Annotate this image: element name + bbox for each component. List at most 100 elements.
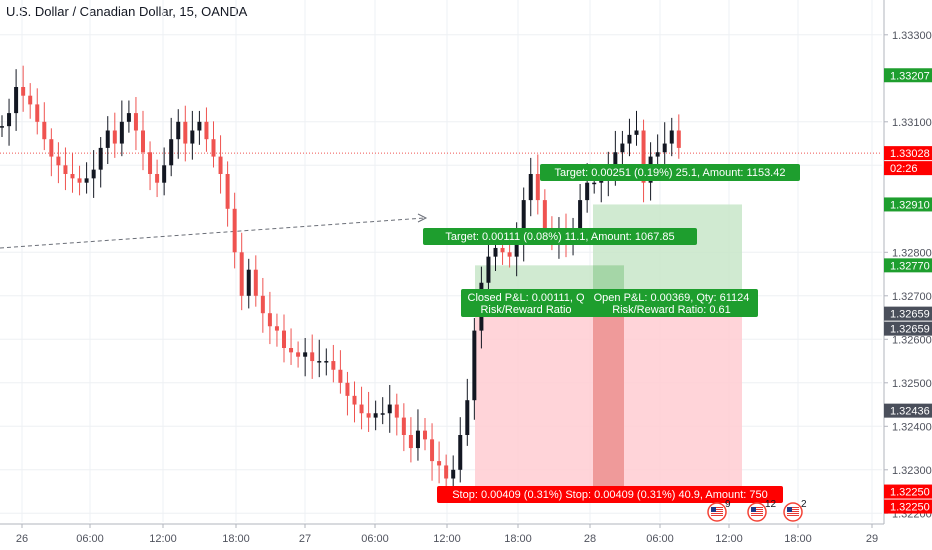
event-count: 9 [725, 499, 731, 510]
candle-body [592, 182, 597, 185]
candle-body [331, 361, 336, 370]
us-flag-stripe [751, 515, 763, 516]
candle-body [98, 147, 103, 170]
candle-body [486, 256, 491, 283]
us-flag-stripe [711, 515, 723, 516]
us-flag-stripe [751, 507, 763, 508]
economic-event-us-flag[interactable]: 2 [783, 499, 807, 522]
us-flag-stripe [787, 509, 799, 510]
loss-zone-overlap [593, 313, 624, 492]
pl-label-2-bg [585, 289, 758, 317]
economic-event-us-flag[interactable]: 12 [747, 499, 777, 522]
us-flag-stripe [711, 513, 723, 514]
candle-body [211, 139, 216, 157]
price-tag-bg [884, 321, 932, 336]
price-tag-bg [884, 197, 932, 212]
time-tick-label: 26 [16, 533, 28, 545]
candle-body [49, 139, 54, 157]
time-tick-label: 12:00 [149, 533, 177, 545]
stop-label[interactable]: Stop: 0.00409 (0.31%) Stop: 0.00409 (0.3… [437, 486, 783, 503]
candle-body [662, 143, 667, 153]
price-tag: 1.32659 [884, 306, 932, 321]
candle-body [197, 121, 202, 131]
time-tick-label: 12:00 [433, 533, 461, 545]
target-label-1[interactable]: Target: 0.00111 (0.08%) 11.1, Amount: 10… [423, 228, 697, 245]
target-label-1-text: Target: 0.00111 (0.08%) 11.1, Amount: 10… [445, 231, 674, 243]
candle-body [394, 404, 399, 418]
price-tick-label: 1.32400 [892, 421, 932, 433]
price-tick-label: 1.32600 [892, 334, 932, 346]
candle-body [303, 352, 308, 357]
price-tag-bg [884, 258, 932, 273]
price-tag: 1.32436 [884, 403, 932, 418]
candle-body [204, 121, 209, 140]
trend-line-dashed[interactable] [0, 217, 425, 249]
time-tick-label: 27 [299, 533, 311, 545]
candle-body [141, 130, 145, 153]
candle-body [423, 430, 427, 440]
candle-body [493, 247, 498, 257]
candle-body [500, 247, 505, 253]
price-tag-text: 1.33207 [890, 70, 930, 82]
target-label-2[interactable]: Target: 0.00251 (0.19%) 25.1, Amount: 11… [540, 164, 800, 181]
candle-body [28, 95, 33, 105]
economic-event-us-flag[interactable]: 9 [707, 499, 731, 522]
candle-body [359, 404, 364, 414]
candle-body [63, 165, 68, 174]
candle-body [183, 121, 188, 144]
candle-body [387, 404, 392, 414]
candle-body [148, 152, 153, 174]
us-flag-stripe [787, 507, 799, 508]
candle-body [458, 435, 463, 470]
us-flag-stripe [711, 507, 723, 508]
candle-body [676, 130, 681, 148]
candle-body [585, 182, 590, 201]
candle-body [437, 461, 442, 466]
trend-line-arrowhead [417, 213, 428, 223]
time-tick-label: 12:00 [715, 533, 743, 545]
price-tick-label: 1.32700 [892, 291, 932, 303]
candle-body [239, 252, 244, 296]
event-count: 12 [765, 499, 777, 510]
candle-body [289, 348, 294, 353]
pl-label-1-bg [461, 289, 591, 317]
candle-body [218, 156, 223, 174]
candle-body [190, 130, 195, 144]
target-label-2-bg [540, 164, 800, 181]
price-tag-text: 1.33028 [890, 148, 930, 160]
candle-body [451, 469, 456, 479]
candle-body [246, 269, 251, 296]
us-flag-stripe [711, 509, 723, 510]
candle-body [472, 330, 477, 401]
time-tick-label: 29 [866, 533, 878, 545]
price-tag-text: 1.32910 [890, 199, 930, 211]
candle-body [430, 439, 435, 462]
candle-body [35, 104, 40, 122]
price-tag-text: 1.32770 [890, 260, 930, 272]
time-tick-label: 18:00 [784, 533, 812, 545]
candle-body [578, 200, 583, 231]
pl-label-2-text: Open P&L: 0.00369, Qty: 61124 [594, 292, 750, 304]
price-tag: 1.32250 [884, 484, 932, 499]
price-tick-label: 1.32300 [892, 465, 932, 477]
candle-body [373, 413, 378, 418]
price-tag-bg [884, 499, 932, 514]
pl-label-1-text: Closed P&L: 0.00111, Q [468, 292, 585, 304]
candle-body [528, 174, 533, 201]
candle-body [112, 130, 117, 144]
candle-body [42, 121, 47, 140]
candle-body [669, 130, 674, 144]
pl-label-2[interactable]: Open P&L: 0.00369, Qty: 61124Risk/Reward… [585, 289, 758, 317]
target-label-2-text: Target: 0.00251 (0.19%) 25.1, Amount: 11… [555, 167, 786, 179]
candle-body [267, 313, 272, 327]
candle-body [162, 165, 167, 183]
price-tag: 1.32910 [884, 197, 932, 212]
price-tick-label: 1.32800 [892, 247, 932, 259]
chart-title: U.S. Dollar / Canadian Dollar, 15, OANDA [6, 4, 248, 19]
price-tick-label: 1.32500 [892, 378, 932, 390]
candle-body [444, 465, 449, 479]
time-tick-label: 06:00 [76, 533, 104, 545]
